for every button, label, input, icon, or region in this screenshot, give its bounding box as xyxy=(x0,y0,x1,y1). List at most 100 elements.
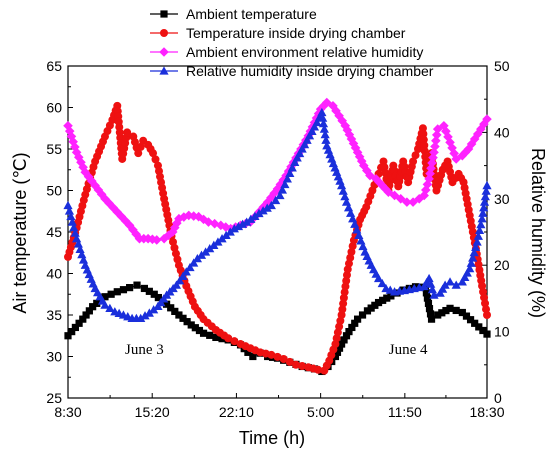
data-point xyxy=(64,332,72,340)
data-point xyxy=(82,311,90,319)
data-point xyxy=(351,319,359,327)
left-tick-label: 35 xyxy=(46,307,62,323)
data-point xyxy=(309,122,320,131)
data-point xyxy=(63,120,73,131)
data-point xyxy=(462,268,472,277)
legend-item: Ambient temperature xyxy=(150,6,317,22)
x-tick-label: 11:50 xyxy=(388,404,422,420)
data-point xyxy=(131,229,141,240)
data-point xyxy=(340,191,350,201)
data-point xyxy=(72,234,82,243)
data-point xyxy=(402,197,412,207)
data-point xyxy=(68,328,76,336)
legend-item: Relative humidity inside drying chamber xyxy=(150,63,434,79)
data-point xyxy=(424,299,433,307)
data-point xyxy=(371,174,381,184)
data-point xyxy=(377,180,388,191)
right-tick-label: 0 xyxy=(494,390,502,406)
data-point xyxy=(70,228,80,237)
series-2 xyxy=(64,101,491,375)
data-point xyxy=(75,319,83,327)
data-point xyxy=(395,194,406,204)
data-point xyxy=(100,300,110,309)
x-axis-label: Time (h) xyxy=(239,428,305,448)
annotations: June 3 June 4 xyxy=(125,342,428,358)
data-point xyxy=(224,334,233,343)
date-annotation: June 3 xyxy=(125,342,164,358)
data-point xyxy=(171,307,179,316)
data-point xyxy=(295,148,305,158)
data-point xyxy=(473,231,483,240)
series-4 xyxy=(63,107,492,322)
legend-label: Ambient environment relative humidity xyxy=(186,44,423,60)
data-point xyxy=(149,305,159,314)
data-point xyxy=(144,308,154,317)
data-point xyxy=(209,218,220,229)
data-point xyxy=(133,281,141,289)
legend-label: Relative humidity inside drying chamber xyxy=(186,63,434,79)
data-point xyxy=(267,350,276,359)
data-point xyxy=(179,314,187,322)
data-point xyxy=(446,304,454,312)
data-point xyxy=(439,120,449,131)
legend-item: Temperature inside drying chamber xyxy=(150,25,406,41)
data-point xyxy=(387,292,395,300)
data-point xyxy=(438,309,446,317)
data-point xyxy=(149,149,158,158)
right-tick-label: 40 xyxy=(494,124,510,140)
data-point xyxy=(431,130,442,140)
data-point xyxy=(287,163,297,172)
data-point xyxy=(314,365,323,374)
data-point xyxy=(363,307,372,315)
data-point xyxy=(362,165,372,176)
data-point xyxy=(476,219,486,229)
data-point xyxy=(418,124,427,133)
data-point xyxy=(279,354,288,363)
data-point xyxy=(475,225,485,235)
data-point xyxy=(258,206,268,215)
data-point xyxy=(371,301,379,309)
data-point xyxy=(337,115,347,126)
data-point xyxy=(479,197,490,206)
legend-marker xyxy=(160,29,168,37)
data-point xyxy=(147,234,158,245)
data-point xyxy=(426,279,436,288)
data-point xyxy=(134,149,143,158)
data-point xyxy=(280,179,290,189)
left-axis-ticks: 25 30 35 40 45 50 55 60 65 xyxy=(46,58,73,406)
data-point xyxy=(304,131,315,140)
data-point xyxy=(445,277,455,286)
data-point xyxy=(472,237,482,246)
data-point xyxy=(374,298,383,307)
data-point xyxy=(277,185,288,194)
data-point xyxy=(426,163,436,174)
data-point xyxy=(420,147,429,156)
data-point xyxy=(419,190,429,201)
data-point xyxy=(411,151,420,160)
x-axis-ticks: 8:30 15:20 22:10 5:00 11:50 18:30 xyxy=(54,393,505,420)
data-point xyxy=(451,280,461,289)
data-point xyxy=(319,124,329,133)
data-point xyxy=(312,117,322,127)
data-point xyxy=(136,142,145,151)
data-point xyxy=(249,352,257,361)
data-point xyxy=(199,329,208,337)
data-point xyxy=(79,315,87,323)
data-point xyxy=(457,277,467,286)
data-point xyxy=(442,306,450,315)
data-point xyxy=(67,217,77,226)
data-point xyxy=(318,101,329,111)
right-axis-ticks: 0 10 20 30 40 50 xyxy=(482,58,510,406)
data-point xyxy=(189,258,199,267)
legend: Ambient temperature Temperature inside dr… xyxy=(150,2,440,96)
data-point xyxy=(318,118,329,128)
data-point xyxy=(379,296,387,304)
data-point xyxy=(195,326,204,335)
data-point xyxy=(336,180,347,190)
data-point xyxy=(471,242,481,251)
data-point xyxy=(167,304,175,312)
data-point xyxy=(75,244,85,253)
data-point xyxy=(73,239,83,248)
data-point xyxy=(480,191,490,201)
legend-background xyxy=(150,2,440,96)
